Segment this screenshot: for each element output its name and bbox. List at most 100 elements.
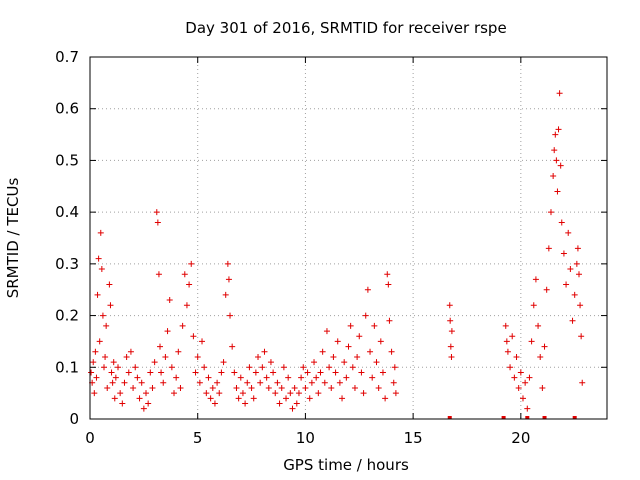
data-point [164, 328, 171, 335]
data-point [573, 260, 580, 267]
data-point [502, 322, 509, 329]
data-point [101, 364, 108, 371]
data-point [205, 374, 212, 381]
data-point [447, 317, 454, 324]
data-point [553, 157, 560, 164]
data-point [209, 384, 216, 391]
data-point [356, 333, 363, 340]
data-point [192, 369, 199, 376]
chart-title: Day 301 of 2016, SRMTID for receiver rsp… [185, 19, 506, 37]
data-point [330, 353, 337, 360]
data-point [280, 364, 287, 371]
data-point [92, 348, 99, 355]
data-point [259, 364, 266, 371]
data-point [175, 348, 182, 355]
data-point [293, 400, 300, 407]
data-point [308, 379, 315, 386]
data-point [388, 348, 395, 355]
data-point [302, 384, 309, 391]
data-point [517, 369, 524, 376]
data-point [130, 384, 137, 391]
data-point [231, 369, 238, 376]
data-point [304, 369, 311, 376]
data-point [98, 266, 105, 273]
data-point [551, 147, 558, 154]
data-point [375, 384, 382, 391]
data-point [448, 328, 455, 335]
data-point [537, 353, 544, 360]
data-point [543, 286, 550, 293]
x-tick-label: 10 [296, 429, 315, 447]
data-point [132, 364, 139, 371]
data-point [298, 374, 305, 381]
data-point [362, 312, 369, 319]
data-point [336, 379, 343, 386]
data-point [345, 343, 352, 350]
data-point [270, 369, 277, 376]
data-point [160, 379, 167, 386]
data-point [227, 312, 234, 319]
data-point [199, 338, 206, 345]
data-point [102, 353, 109, 360]
data-point [565, 229, 572, 236]
data-point [216, 390, 223, 397]
data-point [556, 90, 563, 97]
data-point [300, 364, 307, 371]
data-point [272, 390, 279, 397]
data-point [194, 353, 201, 360]
data-point [274, 379, 281, 386]
data-point [349, 364, 356, 371]
zero-value-point [501, 416, 506, 419]
data-point [121, 379, 128, 386]
data-point [112, 374, 119, 381]
data-point [306, 395, 313, 402]
data-point [446, 302, 453, 309]
data-point [90, 359, 97, 366]
data-point [233, 384, 240, 391]
data-point [513, 353, 520, 360]
data-point [382, 395, 389, 402]
data-point [343, 374, 350, 381]
data-point [550, 172, 557, 179]
data-point [578, 333, 585, 340]
data-point [507, 364, 514, 371]
data-point [252, 369, 259, 376]
data-point [203, 390, 210, 397]
data-point [107, 302, 114, 309]
data-point [246, 364, 253, 371]
data-point [162, 353, 169, 360]
data-point [524, 405, 531, 412]
data-point [149, 384, 156, 391]
data-point [509, 333, 516, 340]
data-point [276, 400, 283, 407]
data-point [143, 390, 150, 397]
data-point [188, 260, 195, 267]
plot-frame [89, 56, 608, 420]
data-point [97, 229, 104, 236]
data-point [289, 405, 296, 412]
data-point [250, 395, 257, 402]
data-point [341, 359, 348, 366]
data-point [267, 359, 274, 366]
x-tick-label: 20 [511, 429, 530, 447]
data-point [319, 348, 326, 355]
data-points [88, 90, 586, 419]
data-point [181, 271, 188, 278]
data-point [311, 359, 318, 366]
data-point [541, 343, 548, 350]
data-point [190, 333, 197, 340]
data-point [317, 369, 324, 376]
data-point [136, 395, 143, 402]
data-point [574, 245, 581, 252]
data-point [558, 219, 565, 226]
data-point [99, 312, 106, 319]
data-point [390, 379, 397, 386]
data-point [377, 338, 384, 345]
data-point [545, 245, 552, 252]
data-point [153, 209, 160, 216]
y-tick-label: 0.5 [55, 151, 79, 169]
data-point [515, 384, 522, 391]
data-point [222, 291, 229, 298]
y-tick-label: 0.6 [55, 100, 79, 118]
data-point [214, 379, 221, 386]
